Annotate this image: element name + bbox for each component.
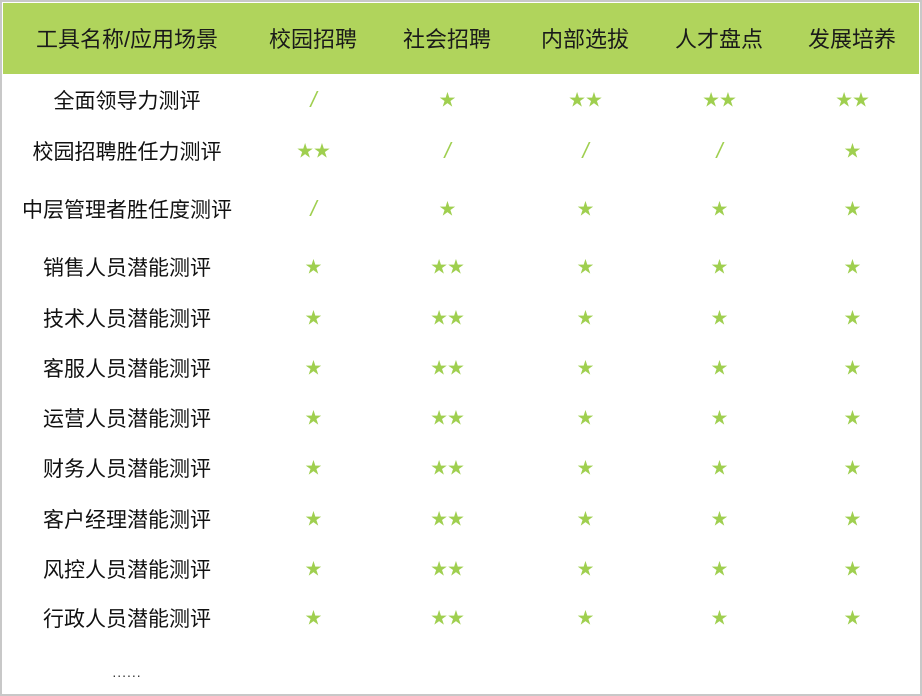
not-applicable-mark: / xyxy=(444,138,450,163)
star-rating: ★ xyxy=(710,457,729,480)
star-rating: ★ xyxy=(304,307,323,330)
not-applicable-mark: / xyxy=(310,196,316,221)
star-rating: ★★ xyxy=(702,89,737,112)
star-rating: ★ xyxy=(438,198,457,221)
star-rating: ★ xyxy=(843,457,862,480)
header-cell: 内部选拔 xyxy=(540,27,630,52)
star-rating: ★ xyxy=(304,508,323,531)
star-rating: ★ xyxy=(843,607,862,630)
star-rating: ★★ xyxy=(430,256,465,279)
star-rating: ★ xyxy=(710,307,729,330)
star-rating: ★ xyxy=(576,457,595,480)
star-rating: ★ xyxy=(576,407,595,430)
star-rating: ★ xyxy=(576,558,595,581)
star-rating: ★ xyxy=(304,457,323,480)
star-rating: ★ xyxy=(576,307,595,330)
star-rating: ★ xyxy=(710,508,729,531)
star-rating: ★★ xyxy=(835,89,870,112)
star-rating: ★ xyxy=(843,357,862,380)
star-rating: ★ xyxy=(576,607,595,630)
star-rating: ★ xyxy=(304,357,323,380)
star-rating: ★★ xyxy=(430,558,465,581)
star-rating: ★ xyxy=(710,407,729,430)
tool-name: 客服人员潜能测评 xyxy=(43,358,211,381)
tool-name: 运营人员潜能测评 xyxy=(43,408,211,431)
tool-name: 财务人员潜能测评 xyxy=(43,458,211,481)
tool-name: 行政人员潜能测评 xyxy=(43,608,211,631)
star-rating: ★★ xyxy=(430,457,465,480)
tool-name: 销售人员潜能测评 xyxy=(43,257,211,280)
tool-name: 全面领导力测评 xyxy=(53,90,201,113)
tool-name: 中层管理者胜任度测评 xyxy=(22,199,232,222)
star-rating: ★ xyxy=(710,558,729,581)
star-rating: ★ xyxy=(576,256,595,279)
star-rating: ★ xyxy=(710,256,729,279)
star-rating: ★ xyxy=(843,198,862,221)
tool-name: 客户经理潜能测评 xyxy=(43,509,211,532)
star-rating: ★ xyxy=(438,89,457,112)
star-rating: ★ xyxy=(843,307,862,330)
star-rating: ★ xyxy=(576,357,595,380)
star-rating: ★ xyxy=(576,508,595,531)
star-rating: ★ xyxy=(710,607,729,630)
not-applicable-mark: / xyxy=(310,87,316,112)
star-rating: ★ xyxy=(843,407,862,430)
star-rating: ★ xyxy=(304,256,323,279)
star-rating: ★★ xyxy=(430,508,465,531)
star-rating: ★★ xyxy=(296,140,331,163)
header-cell: 社会招聘 xyxy=(402,27,492,52)
tool-name: 校园招聘胜任力测评 xyxy=(32,141,222,164)
star-rating: ★ xyxy=(304,607,323,630)
tool-name: 技术人员潜能测评 xyxy=(43,308,211,331)
star-rating: ★ xyxy=(304,407,323,430)
star-rating: ★ xyxy=(843,140,862,163)
star-rating: ★★ xyxy=(430,607,465,630)
table-header xyxy=(3,3,919,74)
star-rating: ★ xyxy=(304,558,323,581)
header-cell: 校园招聘 xyxy=(268,27,358,52)
not-applicable-mark: / xyxy=(582,138,588,163)
star-rating: ★★ xyxy=(568,89,603,112)
star-rating: ★★ xyxy=(430,307,465,330)
header-cell: 发展培养 xyxy=(807,27,897,52)
star-rating: ★ xyxy=(710,357,729,380)
more-indicator: ...... xyxy=(112,664,142,680)
star-rating: ★★ xyxy=(430,357,465,380)
header-cell: 人才盘点 xyxy=(674,27,764,52)
not-applicable-mark: / xyxy=(716,138,722,163)
star-rating: ★★ xyxy=(430,407,465,430)
tool-name: 风控人员潜能测评 xyxy=(43,559,211,582)
star-rating: ★ xyxy=(576,198,595,221)
header-cell: 工具名称/应用场景 xyxy=(35,27,219,52)
star-rating: ★ xyxy=(843,256,862,279)
star-rating: ★ xyxy=(843,558,862,581)
star-rating: ★ xyxy=(710,198,729,221)
star-rating: ★ xyxy=(843,508,862,531)
